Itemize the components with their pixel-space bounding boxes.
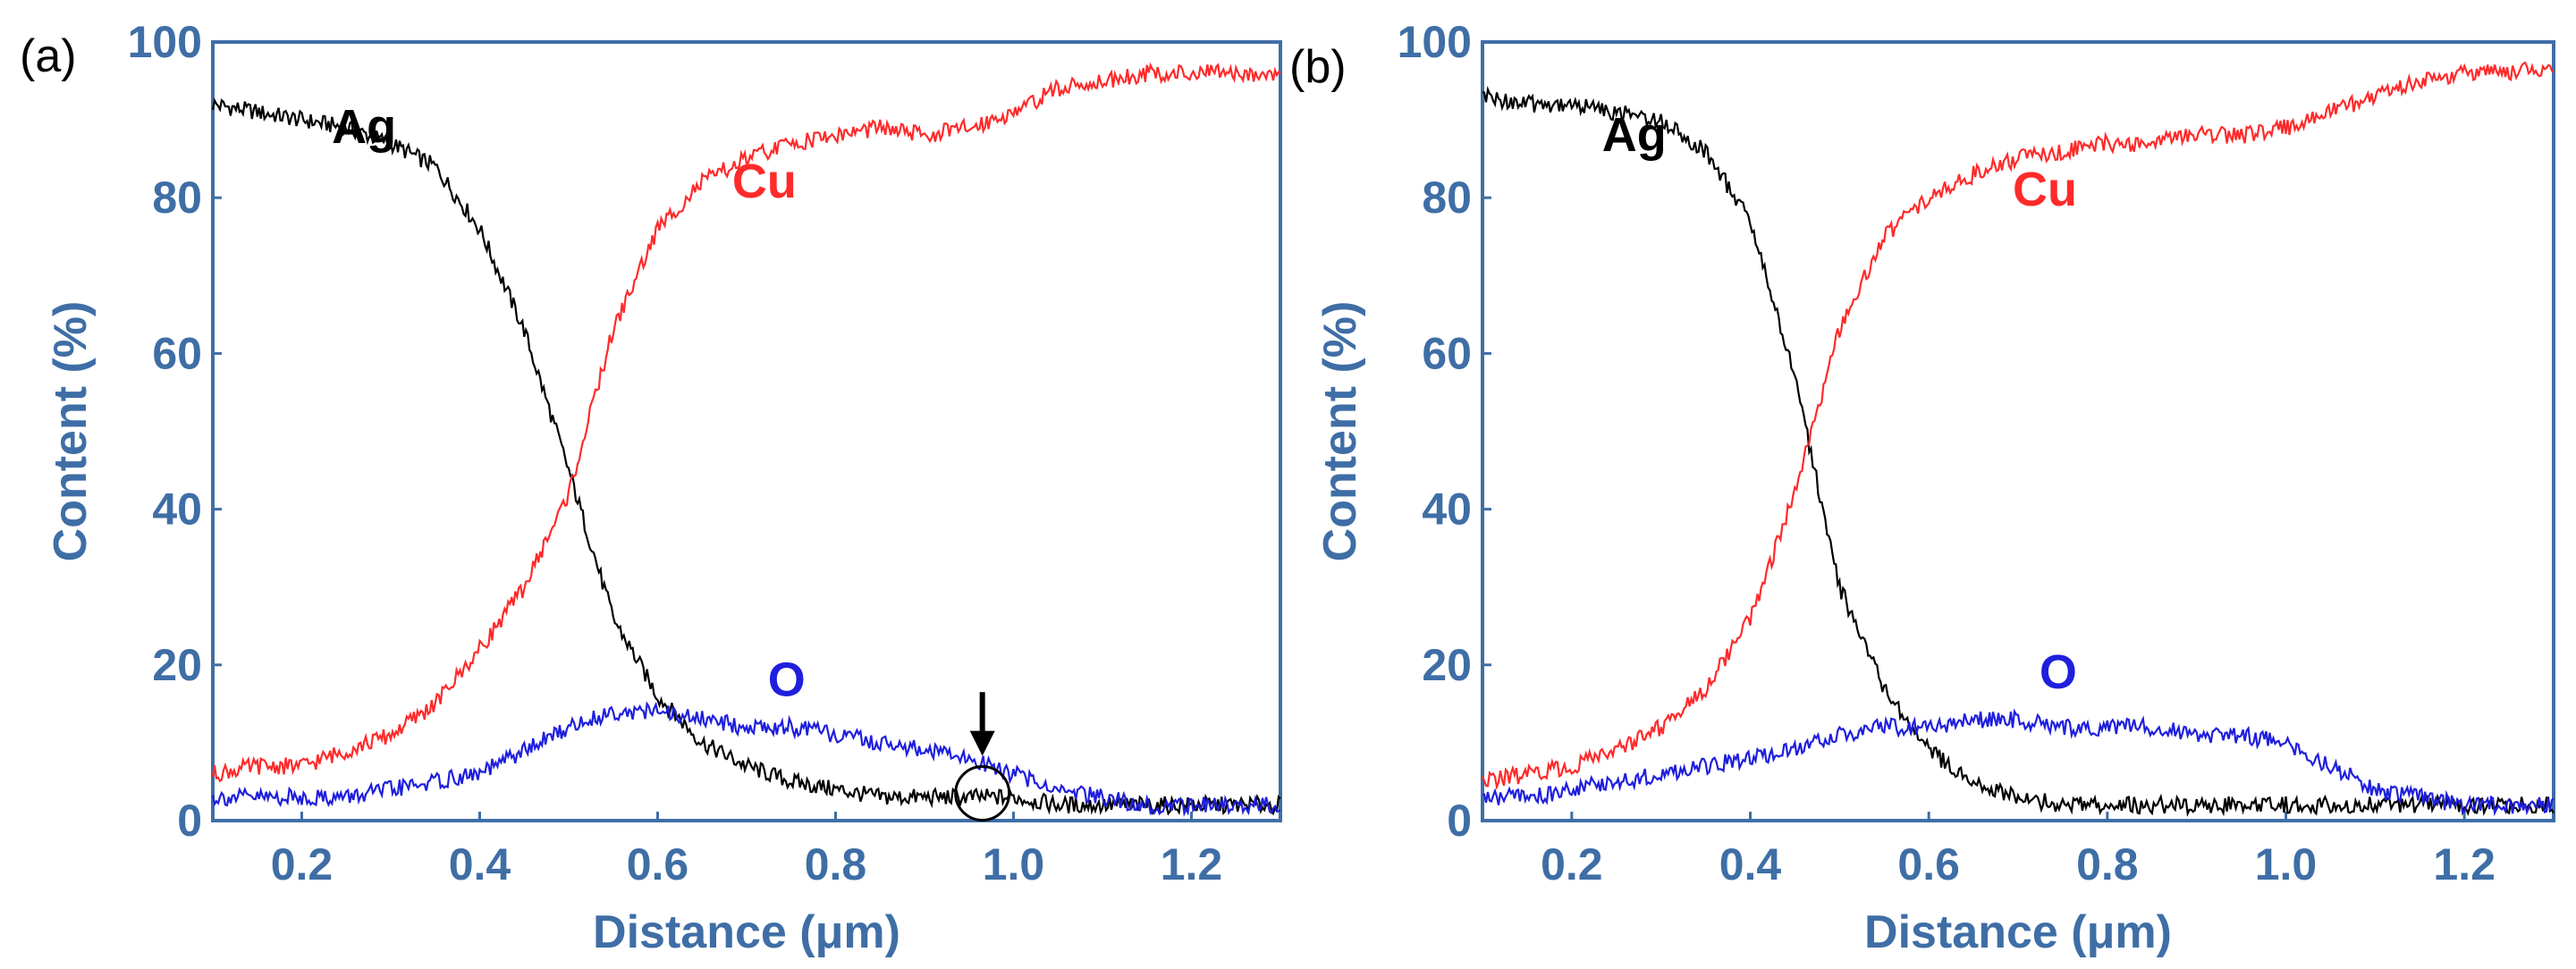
series-line-o <box>211 701 1281 817</box>
panel-label: (b) <box>1289 41 1347 93</box>
y-tick-label: 0 <box>1447 796 1472 846</box>
chart-panel-b: (b) 0.2 0.4 0.6 0.8 1.0 1.2 0 20 40 60 80 100 Distanc… <box>1289 17 2555 958</box>
x-tick-label: 0.8 <box>805 839 867 889</box>
y-tick-label: 100 <box>128 17 202 67</box>
y-axis-title: Content (%) <box>45 301 97 562</box>
series-line-ag <box>211 97 1281 816</box>
series-label-ag: Ag <box>332 100 396 154</box>
arrow-icon <box>969 730 995 756</box>
series-label-cu: Cu <box>732 155 797 208</box>
y-tick-label: 40 <box>152 484 202 535</box>
x-tick-label: 0.2 <box>271 839 334 889</box>
y-tick-label: 20 <box>1422 640 1472 690</box>
x-tick-label: 0.4 <box>449 839 511 889</box>
x-axis-title: Distance (μm) <box>1864 906 2172 958</box>
y-axis-title: Content (%) <box>1314 301 1366 562</box>
x-tick-label: 1.2 <box>1161 839 1223 889</box>
y-tick-label: 0 <box>177 796 202 846</box>
x-tick-label: 1.0 <box>2255 839 2318 889</box>
x-tick-label: 0.6 <box>1897 839 1960 889</box>
y-tick-label: 100 <box>1398 17 1472 67</box>
series-line-o <box>1482 708 2555 817</box>
y-tick-label: 60 <box>152 328 202 378</box>
plot-frame <box>211 40 1282 822</box>
x-tick-label: 0.6 <box>627 839 689 889</box>
x-axis-title: Distance (μm) <box>593 906 900 958</box>
chart-panel-a: (a) 0.2 0.4 0.6 0.8 1.0 1.2 0 20 40 60 80 100 Distanc… <box>20 17 1282 958</box>
y-tick-label: 60 <box>1422 328 1472 378</box>
panel-label: (a) <box>20 30 77 82</box>
series-label-ag: Ag <box>1602 108 1667 162</box>
x-tick-label: 0.8 <box>2076 839 2139 889</box>
plot-frame <box>1481 40 2555 822</box>
x-tick-label: 0.2 <box>1541 839 1603 889</box>
y-tick-label: 20 <box>152 640 202 690</box>
series-line-cu <box>211 62 1281 783</box>
series-label-cu: Cu <box>2013 163 2077 216</box>
y-tick-label: 40 <box>1422 484 1472 535</box>
x-tick-label: 1.2 <box>2433 839 2496 889</box>
series-label-o: O <box>768 653 806 707</box>
series-line-ag <box>1482 85 2555 818</box>
x-tick-label: 1.0 <box>983 839 1045 889</box>
series-line-cu <box>1481 61 2555 791</box>
highlight-circle <box>954 765 1011 822</box>
y-tick-label: 80 <box>1422 173 1472 223</box>
series-label-o: O <box>2040 645 2077 699</box>
x-tick-label: 0.4 <box>1719 839 1782 889</box>
y-tick-label: 80 <box>152 173 202 223</box>
